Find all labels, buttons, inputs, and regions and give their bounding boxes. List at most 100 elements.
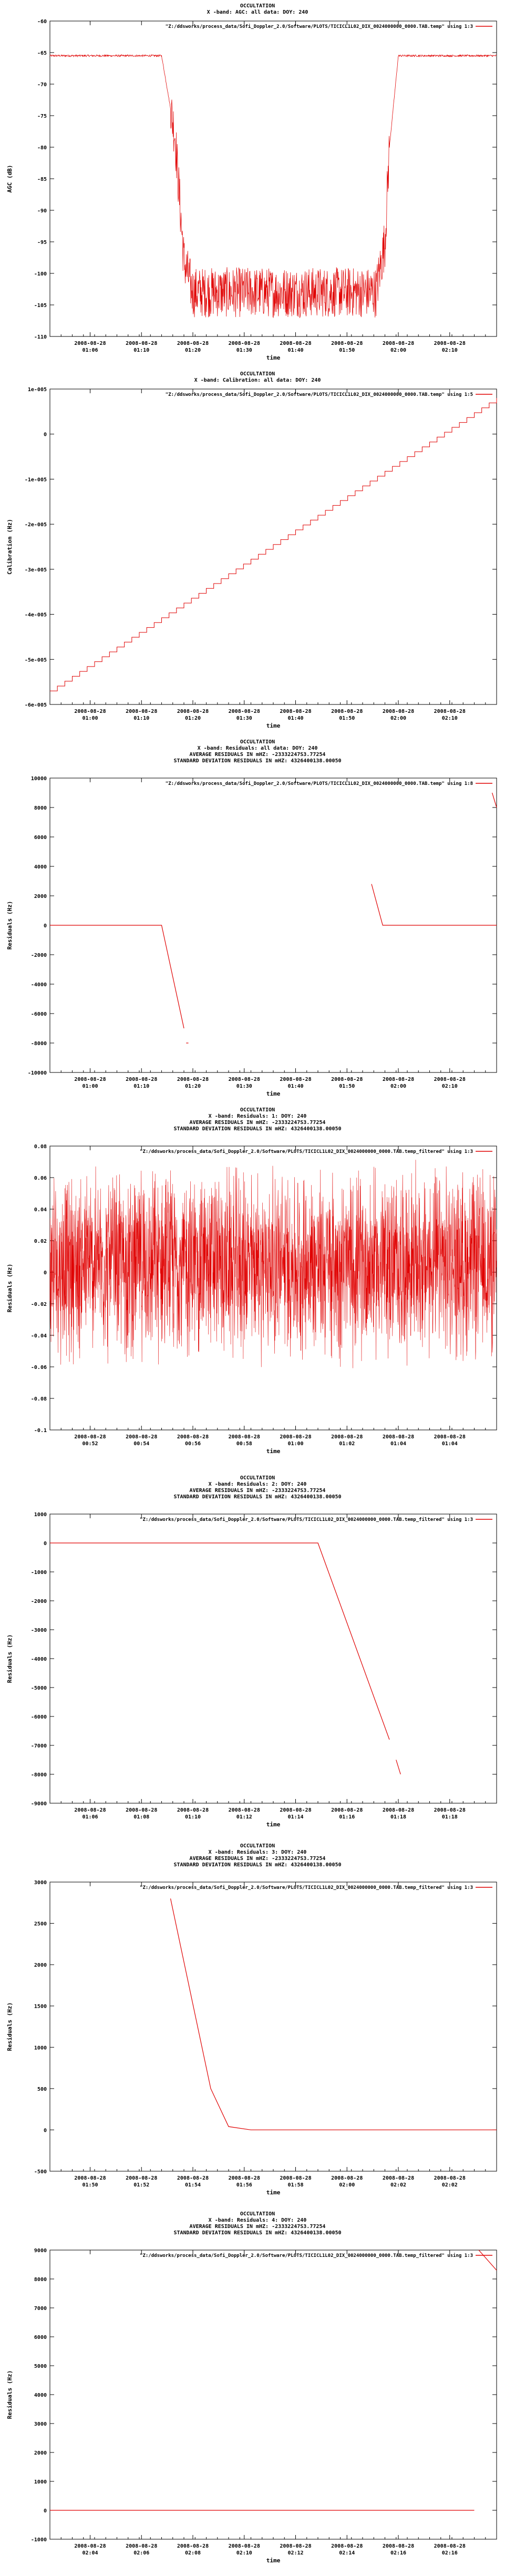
x-tick-date: 2008-08-28 [126, 1434, 157, 1440]
x-tick-time: 02:00 [339, 2182, 355, 2188]
x-tick-time: 01:12 [236, 1814, 252, 1820]
x-tick-time: 02:08 [185, 2550, 201, 2556]
x-axis-label: time [266, 2189, 281, 2196]
x-tick-date: 2008-08-28 [126, 341, 157, 346]
y-tick-label: -6000 [31, 1714, 47, 1720]
chart-title-line: OCCULTATION [240, 3, 275, 9]
x-tick-time: 02:00 [390, 1083, 406, 1089]
y-tick-label: 0.08 [34, 1144, 47, 1150]
series-segment [478, 2250, 497, 2271]
chart-title-line: AVERAGE RESIDUALS IN mHZ: -23332247S3.77… [190, 1488, 326, 1494]
x-tick-time: 01:40 [287, 715, 303, 721]
x-tick-time: 01:10 [133, 1083, 149, 1089]
series-segment [491, 792, 497, 808]
x-tick-time: 01:54 [185, 2182, 201, 2188]
x-tick-time: 02:02 [390, 2182, 406, 2188]
y-axis-label: AGC (dB) [6, 165, 13, 193]
chart-title-line: X -band: Residuals: 3: DOY: 240 [209, 1849, 307, 1855]
y-tick-label: 2500 [34, 1921, 47, 1927]
y-tick-label: 0.04 [34, 1207, 47, 1213]
x-tick-time: 02:16 [442, 2550, 458, 2556]
x-tick-time: 00:52 [82, 1441, 98, 1447]
x-tick-time: 01:00 [287, 1441, 303, 1447]
chart-title-line: STANDARD DEVIATION RESIDUALS IN mHZ: 432… [173, 2230, 341, 2236]
legend-text: "Z:/ddsworks/process_data/Sofi_Doppler_2… [140, 1517, 473, 1522]
y-tick-label: -4000 [31, 1657, 47, 1662]
chart-title-line: X -band: Residuals: 1: DOY: 240 [209, 1113, 307, 1119]
chart-title-line: AVERAGE RESIDUALS IN mHZ: -23332247S3.77… [190, 1856, 326, 1862]
x-tick-date: 2008-08-28 [177, 2175, 209, 2181]
x-tick-date: 2008-08-28 [229, 1434, 260, 1440]
y-tick-label: 0 [44, 2128, 47, 2133]
y-tick-label: -10000 [28, 1070, 47, 1076]
chart-title-line: AVERAGE RESIDUALS IN mHZ: -23332247S3.77… [190, 1120, 326, 1126]
y-axis-label: Residuals (Hz) [6, 2370, 13, 2419]
chart-title-line: OCCULTATION [240, 1843, 275, 1849]
x-tick-time: 01:00 [82, 715, 98, 721]
x-tick-date: 2008-08-28 [280, 1807, 311, 1813]
x-tick-date: 2008-08-28 [229, 2543, 260, 2549]
x-tick-time: 02:16 [390, 2550, 406, 2556]
legend-text: "Z:/ddsworks/process_data/Sofi_Doppler_2… [166, 24, 473, 29]
y-tick-label: 2000 [34, 1962, 47, 1968]
x-tick-date: 2008-08-28 [383, 1434, 414, 1440]
x-tick-date: 2008-08-28 [383, 1077, 414, 1082]
x-tick-date: 2008-08-28 [280, 1077, 311, 1082]
y-tick-label: 1000 [34, 2045, 47, 2051]
y-tick-label: -9000 [31, 1801, 47, 1807]
chart-title-line: X -band: AGC: all data: DOY: 240 [207, 9, 308, 15]
y-tick-label: -8000 [31, 1772, 47, 1778]
x-tick-date: 2008-08-28 [126, 2175, 157, 2181]
x-tick-date: 2008-08-28 [229, 341, 260, 346]
x-tick-date: 2008-08-28 [383, 2175, 414, 2181]
y-axis-label: Residuals (Hz) [6, 2002, 13, 2051]
series-segment [170, 1898, 497, 2131]
x-axis-label: time [266, 1821, 281, 1828]
chart-title-line: X -band: Residuals: 2: DOY: 240 [209, 1481, 307, 1487]
y-tick-label: 0 [44, 1270, 47, 1276]
x-tick-date: 2008-08-28 [331, 2175, 363, 2181]
x-tick-date: 2008-08-28 [434, 709, 466, 714]
y-axis-label: Calibration (Hz) [6, 519, 13, 575]
x-tick-time: 01:56 [236, 2182, 252, 2188]
y-tick-label: -3000 [31, 1628, 47, 1633]
x-tick-time: 01:00 [82, 1083, 98, 1089]
x-tick-time: 02:14 [339, 2550, 355, 2556]
y-tick-label: 500 [37, 2087, 47, 2092]
x-tick-time: 02:00 [390, 347, 406, 353]
x-tick-time: 01:50 [82, 2182, 98, 2188]
x-tick-date: 2008-08-28 [74, 709, 106, 714]
series-line [50, 398, 497, 691]
x-tick-date: 2008-08-28 [74, 1077, 106, 1082]
x-axis-label: time [266, 2557, 281, 2564]
y-tick-label: -60 [37, 19, 47, 25]
x-tick-date: 2008-08-28 [434, 1807, 466, 1813]
y-tick-label: 2000 [34, 894, 47, 899]
y-tick-label: -3e-005 [25, 567, 47, 573]
y-tick-label: -80 [37, 145, 47, 151]
y-tick-label: 0 [44, 1541, 47, 1547]
x-tick-time: 02:02 [442, 2182, 458, 2188]
x-tick-time: 02:04 [82, 2550, 98, 2556]
x-tick-date: 2008-08-28 [280, 709, 311, 714]
x-tick-date: 2008-08-28 [434, 2543, 466, 2549]
chart-title-line: OCCULTATION [240, 371, 275, 377]
x-tick-date: 2008-08-28 [434, 341, 466, 346]
x-tick-time: 01:16 [339, 1814, 355, 1820]
y-tick-label: 2000 [34, 2450, 47, 2456]
y-axis-label: Residuals (Hz) [6, 1264, 13, 1313]
y-tick-label: -7000 [31, 1743, 47, 1749]
y-tick-label: 6000 [34, 2335, 47, 2340]
x-tick-date: 2008-08-28 [126, 1077, 157, 1082]
x-tick-time: 01:30 [236, 715, 252, 721]
y-tick-label: 0 [44, 432, 47, 438]
x-tick-time: 01:40 [287, 347, 303, 353]
chart-title-line: STANDARD DEVIATION RESIDUALS IN mHZ: 432… [173, 1494, 341, 1500]
x-axis-label: time [266, 1448, 281, 1455]
x-tick-date: 2008-08-28 [280, 341, 311, 346]
y-tick-label: -75 [37, 114, 47, 119]
